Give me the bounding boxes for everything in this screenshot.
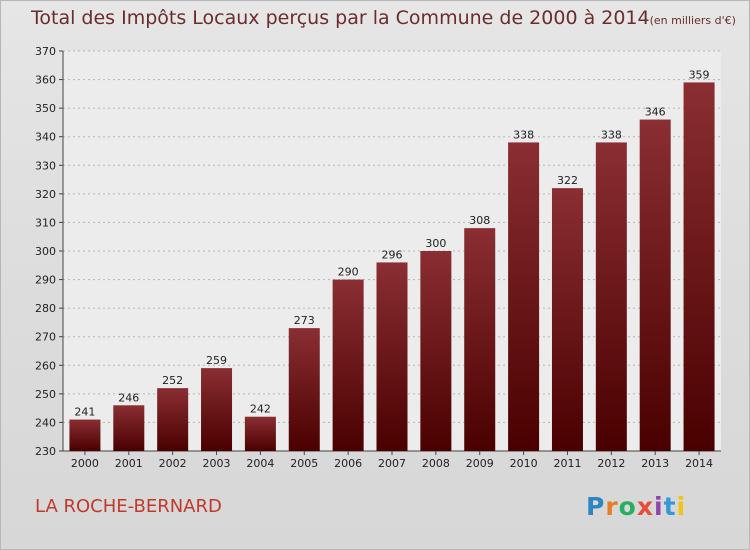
x-tick-label-2013: 2013: [641, 457, 669, 470]
bar-2001: [113, 405, 145, 451]
logo-letter: i: [676, 492, 687, 521]
logo-letter: x: [636, 492, 654, 521]
bar-2005: [288, 328, 320, 451]
y-tick-label: 340: [35, 131, 56, 144]
data-labels: 241 246 252 259 242 273 290 296 300 308 338 322 338 3…: [74, 68, 709, 418]
bar-2003: [201, 368, 233, 451]
y-tick-label: 240: [35, 416, 56, 429]
x-tick-label-2005: 2005: [290, 457, 318, 470]
x-tick-label-2004: 2004: [246, 457, 274, 470]
x-tick-label-2003: 2003: [203, 457, 231, 470]
x-tick-label-2011: 2011: [553, 457, 581, 470]
bar-2012: [595, 142, 627, 451]
y-tick-label: 230: [35, 445, 56, 458]
y-tick-label: 250: [35, 388, 56, 401]
bar-2011: [551, 188, 583, 451]
y-tick-label: 300: [35, 245, 56, 258]
data-label-2006: 290: [338, 266, 359, 279]
bar-2014: [683, 82, 715, 451]
logo-letter: t: [663, 492, 677, 521]
y-tick-label: 260: [35, 359, 56, 372]
bar-2000: [69, 419, 101, 451]
bars: [69, 82, 715, 452]
chart-title: Total des Impôts Locaux perçus par la Co…: [31, 7, 736, 29]
y-tick-label: 320: [35, 188, 56, 201]
data-label-2011: 322: [557, 174, 578, 187]
bar-2010: [508, 142, 540, 451]
data-label-2001: 246: [118, 391, 139, 404]
bar-2007: [376, 262, 408, 451]
data-label-2002: 252: [162, 374, 183, 387]
x-tick-label-2002: 2002: [159, 457, 187, 470]
data-label-2004: 242: [250, 403, 271, 416]
x-tick-label-2010: 2010: [510, 457, 538, 470]
data-label-2003: 259: [206, 354, 227, 367]
x-tick-label-2009: 2009: [466, 457, 494, 470]
commune-name: LA ROCHE-BERNARD: [35, 496, 222, 517]
x-tick-label-2006: 2006: [334, 457, 362, 470]
chart-title-text: Total des Impôts Locaux perçus par la Co…: [31, 7, 650, 29]
data-label-2013: 346: [645, 106, 666, 119]
y-tick-label: 360: [35, 74, 56, 87]
data-label-2005: 273: [294, 314, 315, 327]
data-label-2000: 241: [74, 406, 95, 419]
y-tick-label: 370: [35, 45, 56, 58]
y-tick-label: 330: [35, 159, 56, 172]
data-label-2014: 359: [689, 68, 710, 81]
x-tick-label-2001: 2001: [115, 457, 143, 470]
x-tick-label-2014: 2014: [685, 457, 713, 470]
logo-letter: i: [654, 492, 664, 521]
bar-2008: [420, 251, 452, 451]
bar-2009: [464, 228, 496, 451]
data-label-2010: 338: [513, 128, 534, 141]
logo-letter: o: [618, 492, 637, 521]
x-tick-label-2012: 2012: [597, 457, 625, 470]
bar-2004: [244, 416, 276, 451]
proxiti-logo: Proxiti: [586, 492, 686, 521]
data-label-2009: 308: [469, 214, 490, 227]
y-tick-label: 290: [35, 274, 56, 287]
axes: 230 240 250 260 270 280 290 300 310 320 330 340 350 3…: [35, 45, 721, 470]
data-label-2008: 300: [425, 237, 446, 250]
logo-letter: P: [586, 492, 606, 521]
chart-unit: (en milliers d'€): [649, 14, 736, 27]
bar-2013: [639, 119, 671, 452]
x-tick-label-2007: 2007: [378, 457, 406, 470]
y-tick-label: 270: [35, 331, 56, 344]
y-tick-label: 310: [35, 216, 56, 229]
data-label-2007: 296: [382, 248, 403, 261]
bar-2006: [332, 279, 364, 451]
y-tick-label: 350: [35, 102, 56, 115]
logo-letter: r: [605, 492, 619, 521]
bar-2002: [157, 388, 189, 451]
y-tick-label: 280: [35, 302, 56, 315]
x-tick-label-2000: 2000: [71, 457, 99, 470]
x-tick-label-2008: 2008: [422, 457, 450, 470]
data-label-2012: 338: [601, 128, 622, 141]
